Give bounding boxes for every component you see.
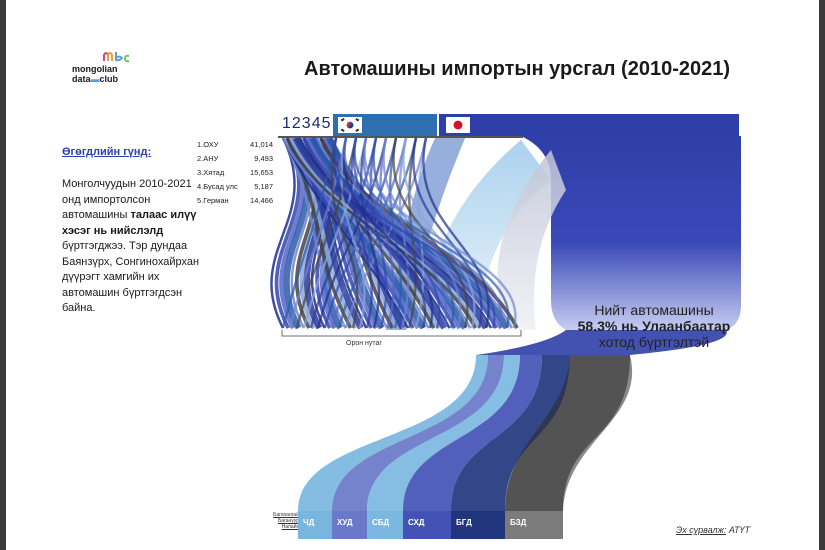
- gray-swirl-ribbon: [497, 150, 566, 330]
- mdc-logo: mongolian data▬club: [66, 49, 156, 91]
- korea-strand: [342, 137, 434, 329]
- source-note: Эх сурвалж: АТҮТ: [676, 525, 750, 535]
- district-bar-bzd: БЗД: [505, 511, 563, 539]
- japan-flag-icon: [446, 117, 470, 133]
- ranking-label: 2.АНУ: [197, 154, 219, 163]
- korea-strand: [340, 137, 366, 329]
- origin-numbers: 12345: [282, 115, 332, 132]
- page-title: Автомашины импортын урсгал (2010-2021): [304, 58, 731, 80]
- logo-text: mongolian data▬club: [72, 64, 119, 84]
- ranking-value: 41,014: [250, 140, 273, 149]
- sidebar-heading: Өгөгдлийн гүнд:: [62, 146, 152, 158]
- region-axis-bracket: [281, 330, 522, 337]
- district-bar-chd: ЧД: [298, 511, 332, 539]
- korea-strand: [362, 137, 448, 329]
- ranking-label: 3.Хятад: [197, 168, 225, 177]
- district-flow: [451, 355, 570, 511]
- ulaanbaatar-share-note: Нийт автомашины 58.3% нь Улаанбаатар хот…: [577, 302, 731, 350]
- region-axis-label: Орон нутаг: [346, 340, 382, 347]
- ranking-row: 3.Хятад 15,653: [197, 166, 273, 180]
- district-bar-bgd: БГД: [451, 511, 505, 539]
- korea-strand: [281, 137, 338, 329]
- korea-strand: [412, 137, 483, 329]
- origin-axis-line: [278, 136, 523, 138]
- korea-strand: [330, 137, 359, 329]
- korea-strand: [333, 137, 496, 329]
- sidebar-paragraph: Монголчуудын 2010-2021 онд импортолсон а…: [62, 178, 200, 314]
- ranking-row: 4.Бусад улс 5,187: [197, 180, 273, 194]
- ub-connector-ribbon: [476, 330, 727, 355]
- ranking-row: 2.АНУ 9,493: [197, 152, 273, 166]
- district-flow: [332, 355, 504, 511]
- korea-strand: [332, 137, 427, 329]
- origin-strand: [285, 137, 478, 329]
- korea-strand: [350, 137, 373, 329]
- country-ranking: 1.ОХУ 41,014 2.АНУ 9,493 3.Хятад 15,653 4.Б…: [197, 138, 273, 208]
- district-flow: [298, 355, 488, 511]
- korea-flow-bar: [333, 114, 437, 136]
- korea-strand: [352, 137, 441, 329]
- district-flow: [367, 355, 520, 511]
- ranking-row: 5.Герман 14,466: [197, 194, 273, 208]
- district-flow: [403, 355, 542, 511]
- district-bar-khud: ХУД: [332, 511, 367, 539]
- logo-mark-icon: [103, 52, 130, 63]
- korea-strand: [343, 137, 503, 329]
- ranking-value: 15,653: [250, 168, 273, 177]
- ranking-value: 5,187: [254, 182, 273, 191]
- import-flow-diagram: [270, 136, 741, 511]
- japan-main-ribbon: [521, 136, 741, 330]
- ranking-label: 4.Бусад улс: [197, 182, 238, 191]
- district-bar-sbd: СБД: [367, 511, 403, 539]
- ranking-label: 1.ОХУ: [197, 140, 219, 149]
- district-bar-skhd: СХД: [403, 511, 451, 539]
- small-districts-label: Багахангай Багануур Налайх: [273, 512, 299, 530]
- korea-strand: [363, 137, 517, 329]
- ranking-value: 14,466: [250, 196, 273, 205]
- ranking-value: 9,493: [254, 154, 273, 163]
- japan-flow-bar: [439, 114, 739, 136]
- korea-strand: [422, 137, 490, 329]
- korea-flag-icon: [338, 117, 362, 133]
- infographic-page: mongolian data▬club Автомашины импортын …: [6, 0, 819, 550]
- ranking-row: 1.ОХУ 41,014: [197, 138, 273, 152]
- korea-strand: [359, 137, 381, 329]
- korea-strand: [353, 137, 510, 329]
- origin-strands: [270, 136, 519, 330]
- ranking-label: 5.Герман: [197, 196, 229, 205]
- bzd-shadow-flow: [505, 355, 633, 511]
- origin-strand: [270, 137, 296, 329]
